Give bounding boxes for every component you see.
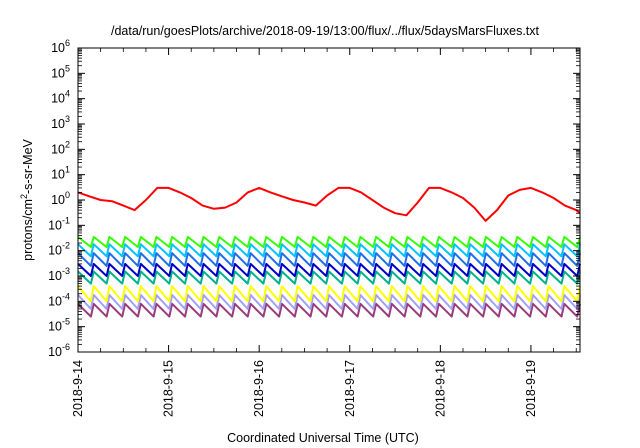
series-line xyxy=(77,302,581,318)
y-tick-exponent: 1 xyxy=(65,165,70,175)
y-tick-label: 101 xyxy=(51,165,70,182)
y-tick-label: 104 xyxy=(51,89,70,106)
y-tick-label: 10-4 xyxy=(48,291,70,308)
series-line xyxy=(77,262,581,277)
y-tick-label: 10-5 xyxy=(48,317,70,334)
x-tick-label: 2018-9-14 xyxy=(71,360,85,417)
y-tick-exponent: 0 xyxy=(65,190,70,200)
y-tick-exponent: -4 xyxy=(62,291,70,301)
y-tick-label: 10-2 xyxy=(48,241,70,258)
y-tick-base: 10 xyxy=(51,41,65,55)
y-tick-base: 10 xyxy=(48,294,62,308)
y-tick-label: 106 xyxy=(51,38,70,55)
y-tick-base: 10 xyxy=(48,244,62,258)
y-tick-base: 10 xyxy=(51,142,65,156)
series-line xyxy=(77,270,581,285)
y-tick-label: 105 xyxy=(51,63,70,80)
y-tick-exponent: -1 xyxy=(62,215,70,225)
series-line xyxy=(77,293,581,310)
series-line xyxy=(77,243,581,258)
x-tick-label: 2018-9-19 xyxy=(524,360,538,417)
y-tick-label: 10-1 xyxy=(48,215,70,232)
y-tick-exponent: -3 xyxy=(62,266,70,276)
y-tick-base: 10 xyxy=(48,269,62,283)
y-tick-label: 103 xyxy=(51,114,70,131)
y-axis-label-prefix: protons/cm xyxy=(21,199,35,261)
y-tick-exponent: -6 xyxy=(62,342,70,352)
series-line xyxy=(77,252,581,267)
y-tick-base: 10 xyxy=(48,320,62,334)
y-tick-exponent: 2 xyxy=(65,139,70,149)
y-axis-label-suffix: -s-sr-MeV xyxy=(21,138,35,194)
x-tick-label: 2018-9-16 xyxy=(252,360,266,417)
series-line xyxy=(77,186,581,222)
series-line xyxy=(77,235,581,248)
series-layer xyxy=(77,186,581,318)
y-tick-exponent: 4 xyxy=(65,89,70,99)
y-tick-exponent: -5 xyxy=(62,317,70,327)
y-axis-label-sup: 2 xyxy=(19,194,29,199)
y-tick-exponent: 3 xyxy=(65,114,70,124)
y-tick-label: 100 xyxy=(51,190,70,207)
y-tick-base: 10 xyxy=(51,193,65,207)
y-axis: 10-610-510-410-310-210-11001011021031041… xyxy=(48,38,580,359)
y-tick-base: 10 xyxy=(51,66,65,80)
y-tick-exponent: -2 xyxy=(62,241,70,251)
y-tick-label: 10-6 xyxy=(48,342,70,359)
y-tick-base: 10 xyxy=(51,92,65,106)
x-tick-label: 2018-9-17 xyxy=(343,360,357,417)
y-tick-base: 10 xyxy=(48,345,62,359)
y-axis-label: protons/cm2-s-sr-MeV xyxy=(19,138,35,260)
y-tick-exponent: 6 xyxy=(65,38,70,48)
y-tick-exponent: 5 xyxy=(65,63,70,73)
y-tick-label: 102 xyxy=(51,139,70,156)
x-axis: 2018-9-14 2018-9-15 2018-9-16 2018-9-17 2018… xyxy=(71,48,577,417)
x-tick-label: 2018-9-15 xyxy=(162,360,176,417)
y-tick-base: 10 xyxy=(48,218,62,232)
y-tick-base: 10 xyxy=(51,117,65,131)
y-tick-label: 10-3 xyxy=(48,266,70,283)
x-tick-label: 2018-9-18 xyxy=(433,360,447,417)
chart-title: /data/run/goesPlots/archive/2018-09-19/1… xyxy=(111,24,540,38)
y-tick-base: 10 xyxy=(51,168,65,182)
series-line xyxy=(77,285,581,303)
x-axis-label: Coordinated Universal Time (UTC) xyxy=(227,431,419,445)
